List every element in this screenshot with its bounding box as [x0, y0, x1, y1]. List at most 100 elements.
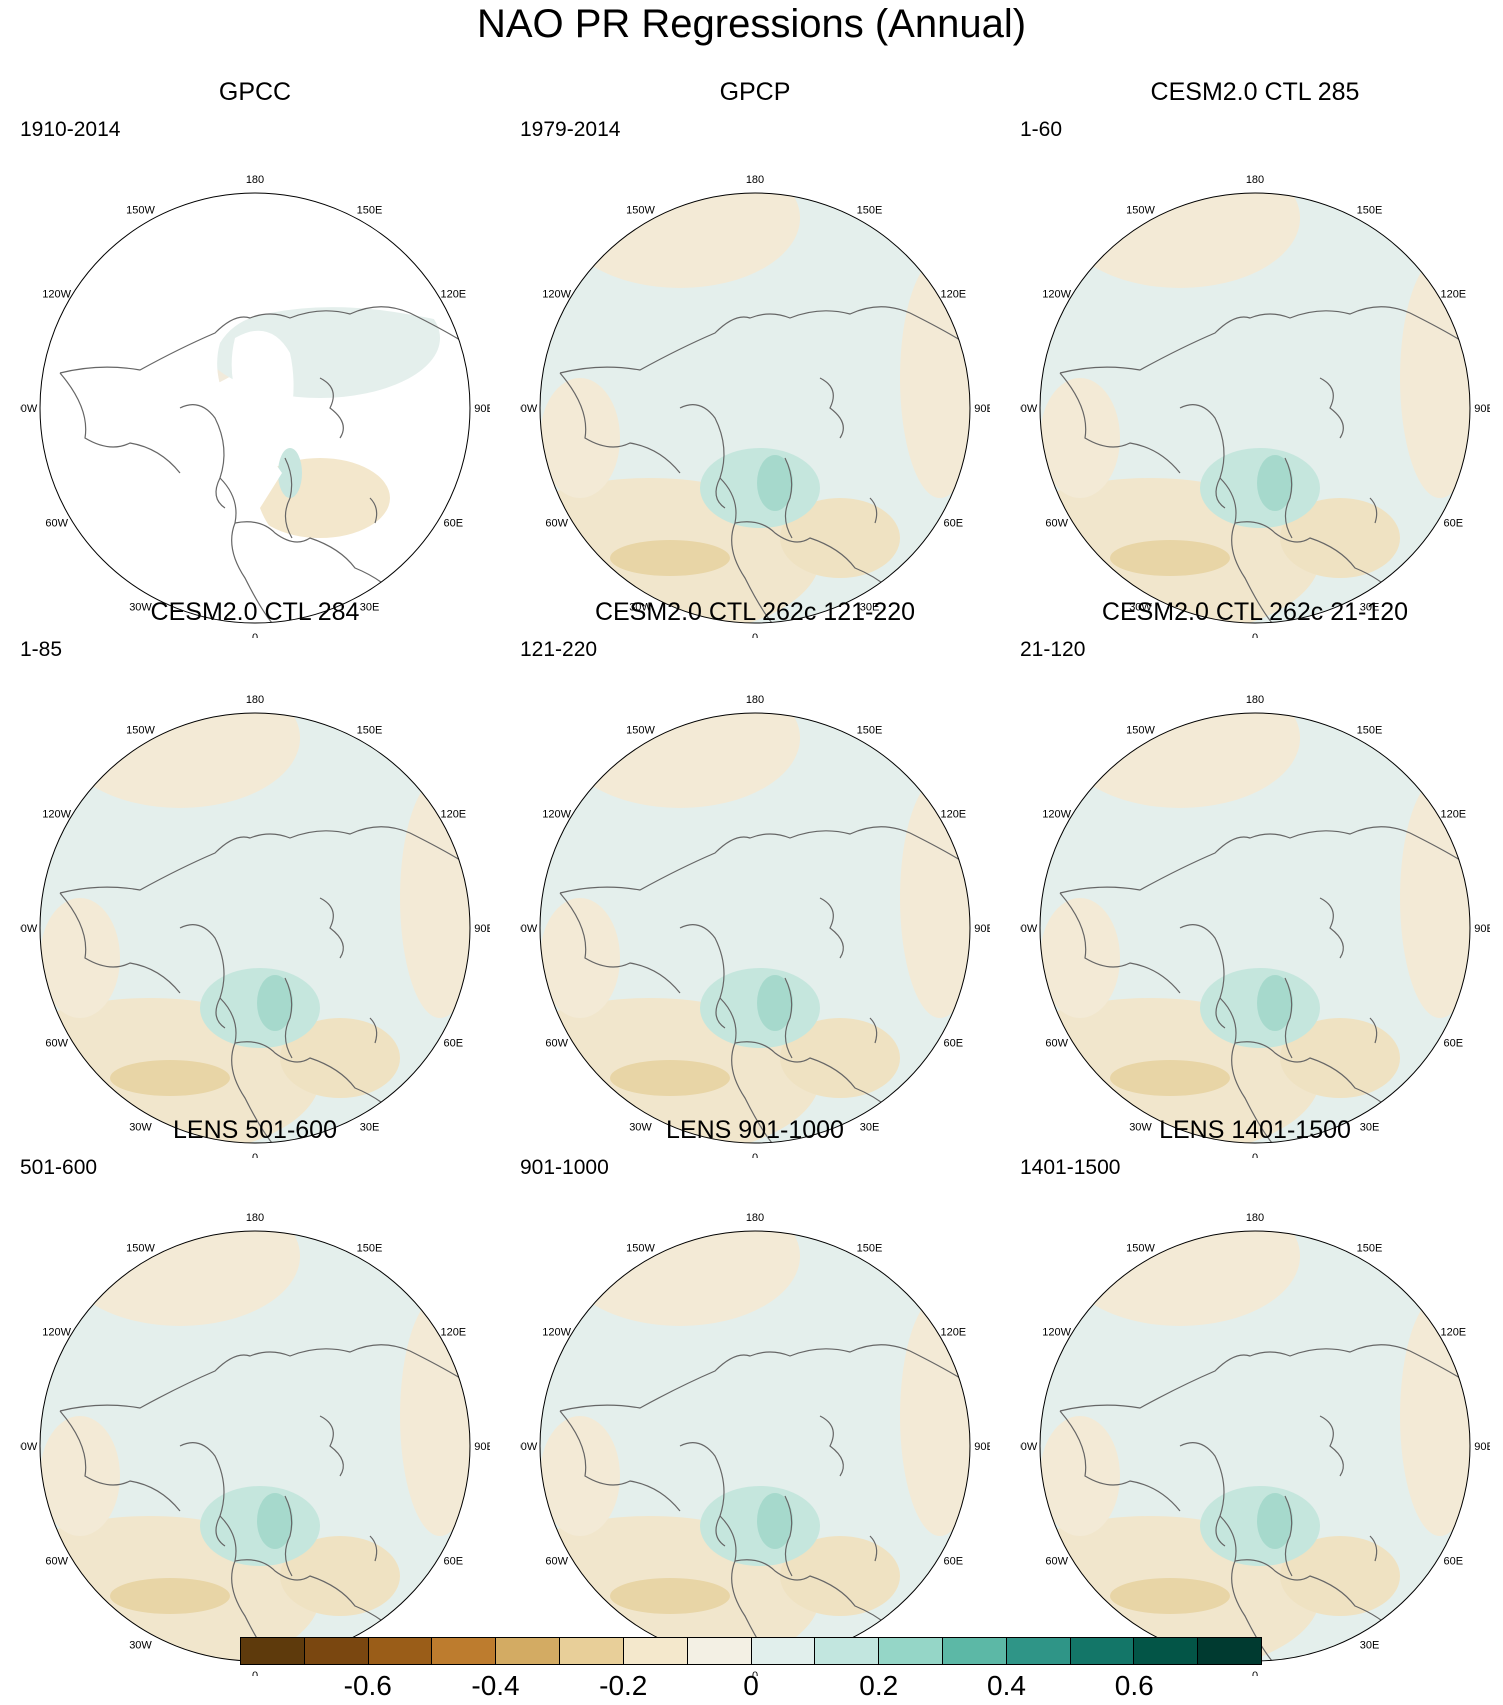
polar-map: 180150E120E90E60E30E030W60W90W120W150W	[1020, 174, 1490, 638]
longitude-label: 30W	[129, 1121, 152, 1133]
longitude-label: 60E	[444, 1556, 464, 1568]
longitude-label: 180	[1246, 1212, 1264, 1224]
longitude-label: 120E	[440, 1327, 466, 1339]
map-panel: 180 150E 120E 90E 60E 30E 0 30W 60W 90W 120W 150W LE…	[1020, 1116, 1490, 1676]
coastline	[1234, 521, 1401, 599]
field-contour	[1110, 540, 1230, 576]
coastline	[784, 977, 793, 1059]
field-contour	[280, 1018, 400, 1098]
field-contour	[757, 455, 793, 511]
longitude-label: 0	[1252, 1152, 1258, 1158]
colorbar-swatch	[1198, 1638, 1261, 1664]
longitude-label: 150W	[626, 1243, 655, 1255]
coastline	[559, 1344, 961, 1412]
longitude-label: 120W	[1042, 1327, 1071, 1339]
coastline	[1369, 1017, 1378, 1044]
colorbar-swatch	[241, 1638, 305, 1664]
longitude-label: 120W	[542, 809, 571, 821]
longitude-label: 60W	[45, 518, 68, 530]
coastline	[819, 897, 844, 959]
coastline	[59, 306, 461, 374]
coastline	[784, 457, 793, 539]
coastline	[869, 497, 878, 524]
longitude-label: 0	[252, 1152, 258, 1158]
map-panel: 180 150E 120E 90E 60E 30E 0 30W 60W 90W 120W 150W LE…	[20, 1116, 490, 1676]
map-panel: 180 150E 120E 90E 60E 30E 0 30W 60W 90W 120W 150W CE…	[520, 598, 990, 1158]
panel-period: 1910-2014	[20, 118, 121, 141]
longitude-label: 60E	[444, 518, 464, 530]
longitude-label: 150E	[357, 1243, 383, 1255]
coastline	[319, 377, 344, 439]
longitude-label: 60W	[545, 1038, 568, 1050]
coastline	[1059, 1344, 1461, 1412]
longitude-label: 90E	[1474, 403, 1490, 415]
longitude-label: 90E	[974, 1441, 990, 1453]
panel-period: 121-220	[520, 638, 598, 661]
field-contour	[1257, 455, 1293, 511]
longitude-label: 90E	[974, 403, 990, 415]
longitude-label: 120E	[1440, 289, 1466, 301]
coastline	[319, 897, 344, 959]
coastline	[1284, 977, 1293, 1059]
coastline	[59, 892, 181, 994]
longitude-label: 30E	[360, 601, 380, 613]
panel-period: 1-60	[1020, 118, 1063, 141]
colorbar-label: 0.6	[1114, 1670, 1154, 1701]
longitude-label: 90E	[474, 923, 490, 935]
longitude-label: 0	[752, 1152, 758, 1158]
coastline	[1059, 826, 1461, 894]
colorbar-label: -0.2	[599, 1670, 648, 1701]
longitude-label: 30E	[860, 601, 880, 613]
longitude-label: 150W	[126, 725, 155, 737]
coastline	[734, 1041, 901, 1119]
polar-map: 180150E120E90E60E30E030W60W90W120W150W	[520, 1212, 990, 1676]
field-contour	[560, 1231, 800, 1326]
longitude-label: 90W	[20, 403, 38, 415]
longitude-label: 90W	[20, 923, 38, 935]
coastline	[179, 404, 226, 509]
coastline	[234, 521, 401, 599]
longitude-label: 30E	[1360, 1121, 1380, 1133]
longitude-label: 150W	[1126, 205, 1155, 217]
figure-title: NAO PR Regressions (Annual)	[476, 2, 1027, 46]
field-contour	[1280, 498, 1400, 578]
field-contour	[780, 498, 900, 578]
map-boundary	[1039, 712, 1471, 1144]
panel-title: CESM2.0 CTL 262c 121-220	[594, 598, 916, 626]
panel-period: 501-600	[20, 1156, 98, 1179]
field-contour	[1060, 1231, 1300, 1326]
field-contour	[1257, 975, 1293, 1031]
coastline	[369, 1535, 378, 1562]
colorbar-swatch	[432, 1638, 497, 1664]
longitude-label: 180	[746, 174, 764, 186]
coastline	[869, 1017, 878, 1044]
longitude-label: 90W	[1020, 923, 1038, 935]
field-contour	[560, 193, 800, 288]
polar-map: 180150E120E90E60E30E030W60W90W120W150W	[1020, 1212, 1490, 1676]
coastline	[1319, 377, 1344, 439]
coastline	[869, 1535, 878, 1562]
longitude-label: 150E	[1357, 725, 1383, 737]
coastline	[819, 377, 844, 439]
longitude-label: 30W	[629, 601, 652, 613]
map-boundary	[1039, 192, 1471, 624]
longitude-label: 150W	[626, 725, 655, 737]
longitude-label: 60E	[944, 1038, 964, 1050]
field-contour	[110, 1060, 230, 1096]
coastline	[1284, 457, 1293, 539]
coastline	[369, 1017, 378, 1044]
colorbar-label: 0	[743, 1670, 759, 1701]
coastline	[1179, 404, 1226, 509]
coastline	[559, 826, 961, 894]
coastline	[719, 997, 773, 1143]
field-contour	[757, 1493, 793, 1549]
longitude-label: 60W	[1045, 1556, 1068, 1568]
longitude-label: 60W	[545, 518, 568, 530]
longitude-label: 0	[252, 632, 258, 638]
field-contour	[60, 1231, 300, 1326]
map-panel: 180 150E 120E 90E 60E 30E 0 30W 60W 90W 120W 150W CE…	[1020, 78, 1490, 638]
longitude-label: 0	[752, 1670, 758, 1676]
longitude-label: 120W	[542, 1327, 571, 1339]
field-contour	[610, 1060, 730, 1096]
field-contour	[110, 1578, 230, 1614]
